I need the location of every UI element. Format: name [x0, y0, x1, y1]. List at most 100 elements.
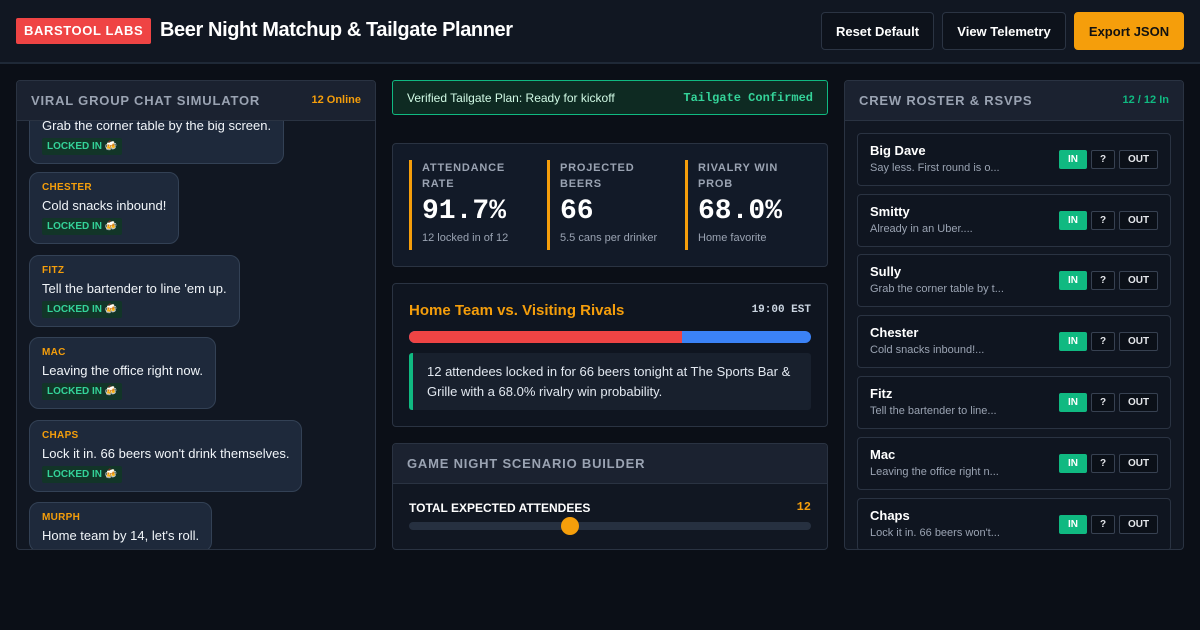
stat-projected-beers: PROJECTED BEERS 66 5.5 cans per drinker [547, 160, 677, 250]
member-name: Big Dave [870, 143, 926, 158]
chat-sender: MURPH [42, 512, 81, 523]
brand-logo: BARSTOOL LABS [16, 18, 152, 44]
scenario-panel-header: GAME NIGHT SCENARIO BUILDER [393, 444, 827, 484]
roster-row: Fitz Tell the bartender to line... IN ? … [857, 376, 1171, 429]
stat-value: 68.0% [698, 196, 783, 227]
chat-message-text: Cold snacks inbound! [42, 198, 167, 213]
rsvp-out-button[interactable]: OUT [1119, 271, 1158, 290]
rsvp-in-button[interactable]: IN [1059, 454, 1087, 473]
member-name: Mac [870, 447, 896, 462]
rsvp-out-button[interactable]: OUT [1119, 515, 1158, 534]
rsvp-maybe-button[interactable]: ? [1091, 454, 1115, 473]
stat-value: 66 [560, 196, 594, 227]
rsvp-out-button[interactable]: OUT [1119, 211, 1158, 230]
member-last-message: Grab the corner table by t... [870, 283, 1004, 295]
rsvp-maybe-button[interactable]: ? [1091, 271, 1115, 290]
stat-rivalry-win-prob: RIVALRY WIN PROB 68.0% Home favorite [685, 160, 815, 250]
rsvp-in-button[interactable]: IN [1059, 332, 1087, 351]
member-name: Chaps [870, 508, 910, 523]
reset-default-button[interactable]: Reset Default [821, 12, 934, 50]
online-count-badge: 12 Online [311, 94, 361, 106]
rsvp-in-button[interactable]: IN [1059, 211, 1087, 230]
member-name: Fitz [870, 386, 893, 401]
member-name: Chester [870, 325, 919, 340]
chat-message-text: Leaving the office right now. [42, 363, 203, 378]
attendees-slider-handle[interactable] [560, 517, 579, 535]
rsvp-maybe-button[interactable]: ? [1091, 332, 1115, 351]
rsvp-in-button[interactable]: IN [1059, 271, 1087, 290]
chat-message-list[interactable]: Grab the corner table by the big screen.… [17, 121, 375, 549]
attendees-value: 12 [796, 500, 811, 514]
chat-sender: CHAPS [42, 430, 79, 441]
member-last-message: Already in an Uber.... [870, 223, 973, 235]
app-header: BARSTOOL LABS Beer Night Matchup & Tailg… [0, 0, 1200, 64]
rsvp-maybe-button[interactable]: ? [1091, 211, 1115, 230]
chat-sender: MAC [42, 347, 66, 358]
roster-row: Smitty Already in an Uber.... IN ? OUT [857, 194, 1171, 247]
rsvp-out-button[interactable]: OUT [1119, 454, 1158, 473]
roster-panel-title: CREW ROSTER & RSVPS [859, 93, 1033, 108]
attendees-slider-track[interactable] [409, 522, 811, 530]
view-telemetry-button[interactable]: View Telemetry [942, 12, 1066, 50]
rsvp-in-button[interactable]: IN [1059, 515, 1087, 534]
stat-label: PROJECTED BEERS [560, 162, 635, 190]
stat-subtext: 5.5 cans per drinker [560, 232, 658, 244]
roster-panel-header: CREW ROSTER & RSVPS 12 / 12 In [845, 81, 1183, 121]
chat-message: MAC Leaving the office right now. LOCKED… [29, 337, 216, 409]
stat-subtext: 12 locked in of 12 [422, 232, 509, 244]
rsvp-out-button[interactable]: OUT [1119, 332, 1158, 351]
home-win-fill [409, 331, 683, 343]
roster-row: Chaps Lock it in. 66 beers won't... IN ?… [857, 498, 1171, 549]
chat-message-text: Lock it in. 66 beers won't drink themsel… [42, 446, 290, 461]
matchup-title: Home Team vs. Visiting Rivals [409, 302, 625, 319]
locked-in-badge: LOCKED IN 🍻 [42, 138, 123, 155]
stat-value: 91.7% [422, 196, 507, 227]
kickoff-time: 19:00 EST [751, 304, 811, 316]
chat-message: MURPH Home team by 14, let's roll. [29, 502, 213, 549]
chat-message-text: Tell the bartender to line 'em up. [42, 281, 227, 296]
rsvp-in-button[interactable]: IN [1059, 393, 1087, 412]
member-last-message: Lock it in. 66 beers won't... [870, 527, 1000, 539]
tailgate-status-banner: Verified Tailgate Plan: Ready for kickof… [392, 80, 828, 115]
roster-row: Chester Cold snacks inbound!... IN ? OUT [857, 315, 1171, 368]
chat-message-text: Grab the corner table by the big screen. [42, 121, 272, 133]
rsvp-maybe-button[interactable]: ? [1091, 150, 1115, 169]
attendees-label: TOTAL EXPECTED ATTENDEES [409, 501, 591, 515]
rsvp-out-button[interactable]: OUT [1119, 150, 1158, 169]
chat-panel-header: VIRAL GROUP CHAT SIMULATOR 12 Online [17, 81, 375, 121]
member-last-message: Say less. First round is o... [870, 162, 1000, 174]
stat-label: RIVALRY WIN PROB [698, 162, 779, 190]
chat-message: FITZ Tell the bartender to line 'em up. … [29, 255, 240, 327]
member-last-message: Tell the bartender to line... [870, 405, 997, 417]
matchup-card: Home Team vs. Visiting Rivals 19:00 EST … [392, 283, 828, 427]
chat-message: CHAPS Lock it in. 66 beers won't drink t… [29, 420, 303, 492]
export-json-button[interactable]: Export JSON [1074, 12, 1184, 50]
scenario-builder-panel: GAME NIGHT SCENARIO BUILDER TOTAL EXPECT… [392, 443, 828, 550]
member-last-message: Leaving the office right n... [870, 466, 999, 478]
rsvp-maybe-button[interactable]: ? [1091, 393, 1115, 412]
rsvp-in-button[interactable]: IN [1059, 150, 1087, 169]
page-title: Beer Night Matchup & Tailgate Planner [160, 19, 513, 41]
chat-message-text: Home team by 14, let's roll. [42, 528, 200, 543]
rsvp-count-badge: 12 / 12 In [1122, 94, 1169, 106]
scenario-panel-title: GAME NIGHT SCENARIO BUILDER [407, 456, 646, 471]
chat-panel-title: VIRAL GROUP CHAT SIMULATOR [31, 93, 261, 108]
locked-in-badge: LOCKED IN 🍻 [42, 466, 123, 483]
banner-text: Verified Tailgate Plan: Ready for kickof… [407, 91, 615, 105]
chat-sender: CHESTER [42, 182, 92, 193]
locked-in-badge: LOCKED IN 🍻 [42, 218, 123, 235]
group-chat-panel: VIRAL GROUP CHAT SIMULATOR 12 Online Gra… [16, 80, 376, 550]
rivalry-probability-bar [409, 331, 811, 343]
stats-card: ATTENDANCE RATE 91.7% 12 locked in of 12 … [392, 143, 828, 267]
rsvp-maybe-button[interactable]: ? [1091, 515, 1115, 534]
locked-in-badge: LOCKED IN 🍻 [42, 383, 123, 400]
member-last-message: Cold snacks inbound!... [870, 344, 985, 356]
tailgate-confirmed-tag: Tailgate Confirmed [683, 91, 813, 105]
member-name: Sully [870, 264, 902, 279]
roster-row: Sully Grab the corner table by t... IN ?… [857, 254, 1171, 307]
chat-message: Grab the corner table by the big screen.… [29, 121, 285, 164]
rsvp-out-button[interactable]: OUT [1119, 393, 1158, 412]
member-name: Smitty [870, 204, 910, 219]
chat-message: CHESTER Cold snacks inbound! LOCKED IN 🍻 [29, 172, 180, 244]
roster-row: Mac Leaving the office right n... IN ? O… [857, 437, 1171, 490]
